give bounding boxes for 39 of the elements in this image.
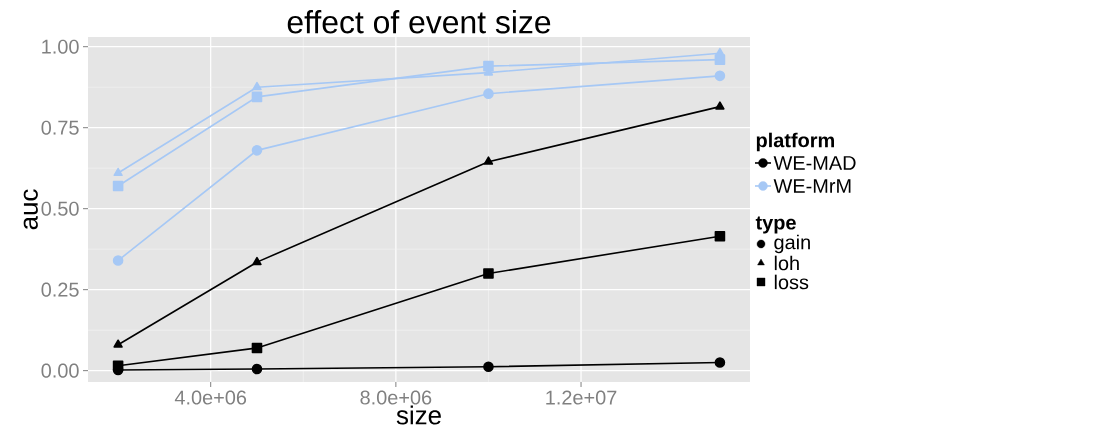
x-tick-label: 4.0e+06: [174, 390, 247, 405]
y-tick-label: 0.25: [41, 282, 79, 297]
point: [251, 342, 263, 354]
point: [483, 268, 494, 279]
point: [483, 156, 494, 165]
point: [113, 339, 123, 348]
x-tick-label: 8.0e+06: [360, 390, 432, 405]
y-tick-label: 1.00: [42, 39, 79, 54]
legend-label: WE-MAD: [773, 156, 856, 170]
x-tick-label: 1.2e+07: [546, 390, 617, 405]
chart-title: effect of event size: [287, 10, 551, 34]
point: [251, 363, 263, 375]
x-axis-title: size: [396, 405, 441, 425]
text: gain: [774, 234, 810, 254]
point: [715, 101, 725, 110]
point: [252, 256, 262, 266]
y-tick-label: 0.75: [41, 120, 79, 135]
point: [251, 145, 263, 156]
point: [714, 230, 726, 242]
y-axis-title: auc: [23, 189, 38, 230]
point: [251, 91, 263, 103]
point: [714, 70, 726, 82]
point: [483, 88, 494, 99]
point: [714, 54, 726, 65]
point: [483, 60, 494, 72]
y-tick-label: 0.00: [41, 363, 79, 378]
text: type: [755, 216, 796, 234]
point: [112, 360, 124, 372]
text: loh: [774, 255, 799, 271]
y-tick-label: 0.50: [41, 201, 79, 216]
point: [112, 180, 124, 192]
point: [483, 361, 494, 373]
point: [113, 167, 123, 177]
point: [252, 81, 262, 91]
point: [112, 255, 124, 266]
legend-label: WE-MrM: [773, 179, 851, 193]
text: loss: [774, 274, 809, 290]
legend-title: platform: [756, 132, 834, 152]
point: [714, 357, 726, 368]
